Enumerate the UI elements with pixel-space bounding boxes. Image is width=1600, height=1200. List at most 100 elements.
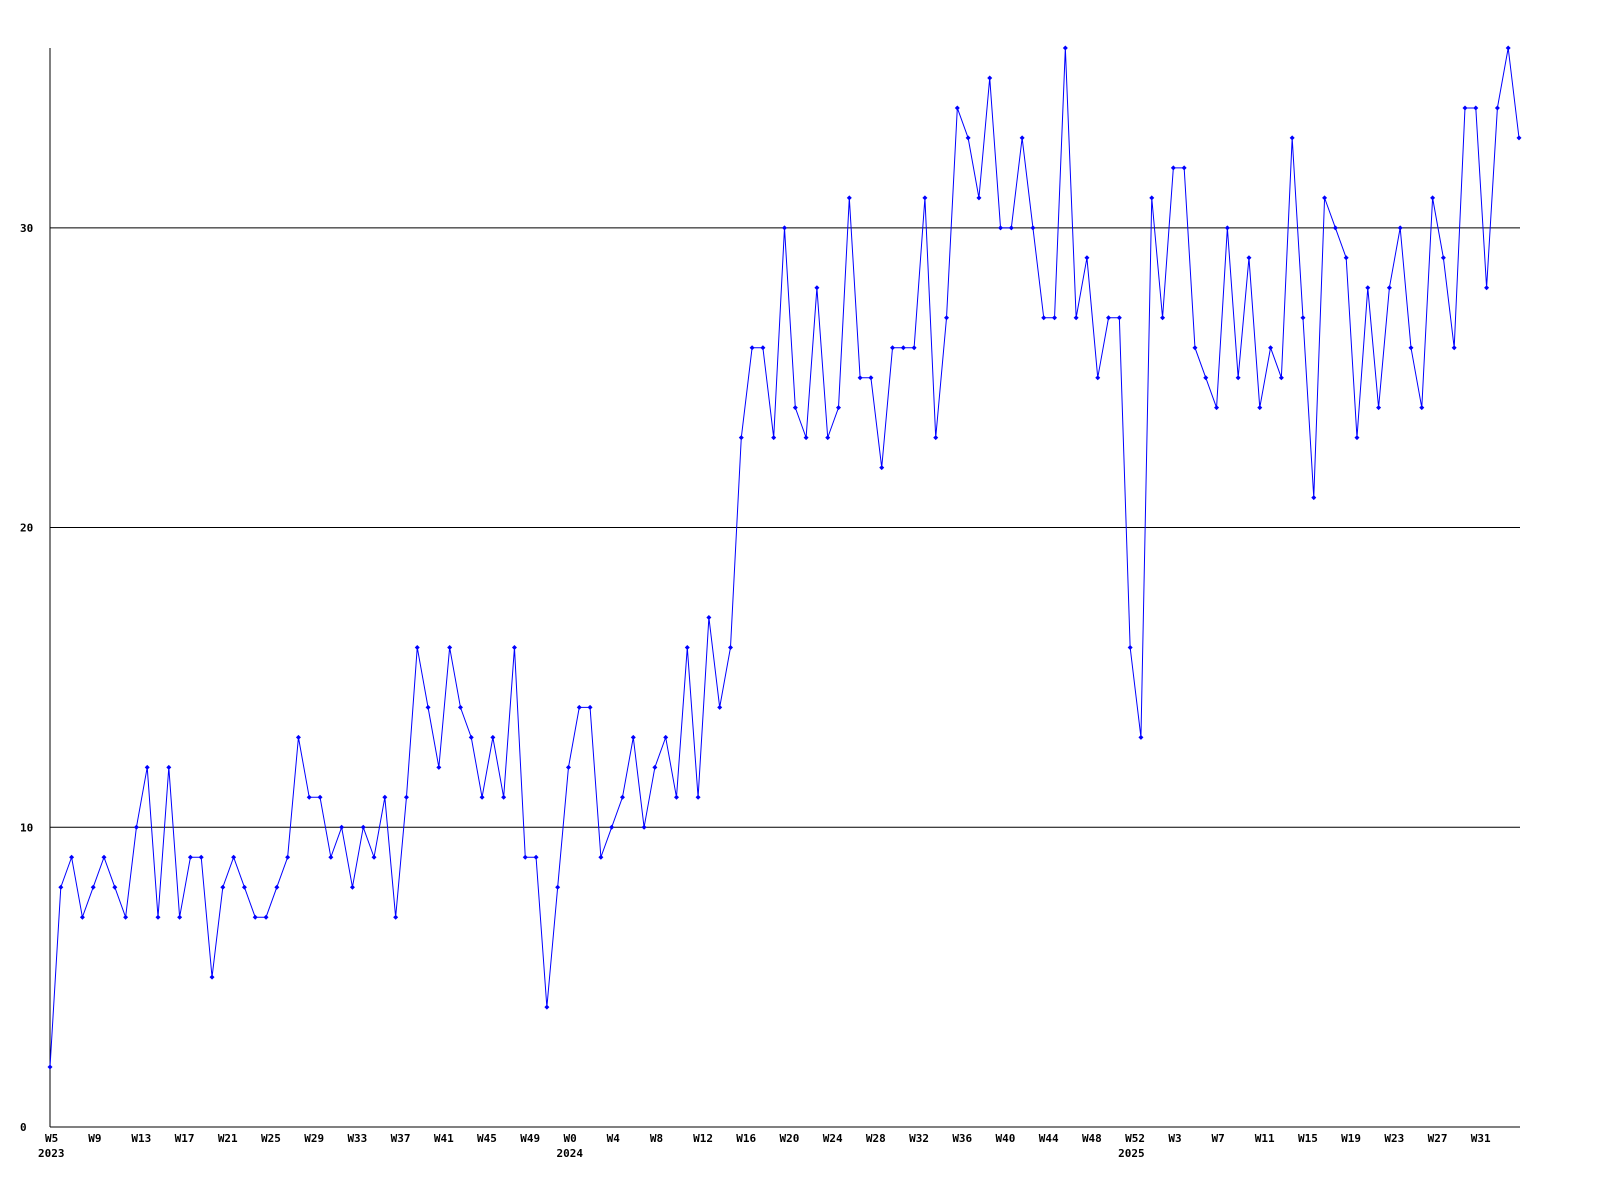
point bbox=[749, 345, 755, 351]
point bbox=[360, 824, 366, 830]
point bbox=[47, 1064, 53, 1070]
point bbox=[1095, 375, 1101, 381]
x-tick-label: W12 bbox=[693, 1132, 713, 1145]
point bbox=[1030, 225, 1036, 231]
point bbox=[90, 884, 96, 890]
point bbox=[58, 884, 64, 890]
x-tick-label: W21 bbox=[218, 1132, 238, 1145]
x-tick-label: W13 bbox=[131, 1132, 151, 1145]
point bbox=[522, 854, 528, 860]
point bbox=[825, 435, 831, 441]
point bbox=[144, 764, 150, 770]
point bbox=[1365, 285, 1371, 291]
point bbox=[803, 435, 809, 441]
point bbox=[717, 704, 723, 710]
point bbox=[857, 375, 863, 381]
point bbox=[436, 764, 442, 770]
point bbox=[630, 734, 636, 740]
x-tick-label: W11 bbox=[1255, 1132, 1275, 1145]
x-tick-label: W52 bbox=[1125, 1132, 1145, 1145]
point bbox=[1192, 345, 1198, 351]
x-tick-label: W16 bbox=[736, 1132, 756, 1145]
point bbox=[479, 794, 485, 800]
point bbox=[652, 764, 658, 770]
point bbox=[782, 225, 787, 231]
point bbox=[1419, 405, 1425, 411]
x-tick-label: W27 bbox=[1428, 1132, 1448, 1145]
point bbox=[619, 794, 625, 800]
point bbox=[987, 75, 993, 81]
x-tick-label: W33 bbox=[347, 1132, 367, 1145]
point bbox=[1278, 375, 1284, 381]
point bbox=[1484, 285, 1490, 291]
point bbox=[565, 764, 571, 770]
point bbox=[1160, 315, 1166, 321]
point bbox=[177, 914, 183, 920]
point bbox=[1322, 195, 1328, 201]
point bbox=[1376, 405, 1382, 411]
point bbox=[306, 794, 312, 800]
point bbox=[339, 824, 345, 830]
point bbox=[544, 1004, 550, 1010]
point bbox=[1246, 255, 1252, 261]
point bbox=[1149, 195, 1155, 201]
point bbox=[1408, 345, 1414, 351]
x-tick-label: W9 bbox=[88, 1132, 101, 1145]
point bbox=[133, 824, 139, 830]
x-tick-label: W20 bbox=[780, 1132, 800, 1145]
point bbox=[1257, 405, 1263, 411]
point bbox=[706, 614, 712, 620]
point bbox=[1073, 315, 1079, 321]
point bbox=[1235, 375, 1241, 381]
point bbox=[954, 105, 960, 111]
point bbox=[371, 854, 377, 860]
x-tick-label: W24 bbox=[823, 1132, 843, 1145]
x-tick-label: W0 bbox=[563, 1132, 576, 1145]
x-tick-label: W8 bbox=[650, 1132, 663, 1145]
point bbox=[1138, 734, 1144, 740]
point bbox=[609, 824, 615, 830]
point bbox=[868, 375, 874, 381]
point bbox=[846, 195, 852, 201]
point bbox=[231, 854, 237, 860]
point bbox=[576, 704, 582, 710]
point bbox=[771, 435, 777, 441]
point bbox=[663, 734, 669, 740]
point bbox=[1451, 345, 1457, 351]
point bbox=[922, 195, 928, 201]
point bbox=[1354, 435, 1360, 441]
point bbox=[1311, 495, 1317, 501]
point bbox=[1505, 45, 1511, 51]
point bbox=[814, 285, 820, 291]
x-tick-label: W4 bbox=[607, 1132, 621, 1145]
x-tick-label: W19 bbox=[1341, 1132, 1361, 1145]
point bbox=[295, 734, 301, 740]
point bbox=[252, 914, 258, 920]
point bbox=[220, 884, 226, 890]
x-tick-label: W5 bbox=[45, 1132, 58, 1145]
x-tick-label: W36 bbox=[952, 1132, 972, 1145]
point bbox=[1116, 315, 1122, 321]
point bbox=[457, 704, 463, 710]
point bbox=[263, 914, 269, 920]
point bbox=[393, 914, 399, 920]
point bbox=[425, 704, 431, 710]
point bbox=[1473, 105, 1479, 111]
x-tick-label: W31 bbox=[1471, 1132, 1491, 1145]
point bbox=[760, 345, 766, 351]
point bbox=[501, 794, 507, 800]
point bbox=[598, 854, 604, 860]
point bbox=[1181, 165, 1187, 171]
point bbox=[1008, 225, 1014, 231]
line bbox=[49, 47, 1520, 1068]
point bbox=[1430, 195, 1436, 201]
x-tick-label: W23 bbox=[1384, 1132, 1404, 1145]
point bbox=[641, 824, 647, 830]
point bbox=[836, 405, 842, 411]
x-year-label: 2025 bbox=[1118, 1147, 1145, 1160]
y-tick-label: 30 bbox=[20, 222, 33, 235]
point bbox=[349, 884, 355, 890]
point bbox=[587, 704, 593, 710]
x-tick-label: W7 bbox=[1212, 1132, 1225, 1145]
point bbox=[155, 914, 161, 920]
